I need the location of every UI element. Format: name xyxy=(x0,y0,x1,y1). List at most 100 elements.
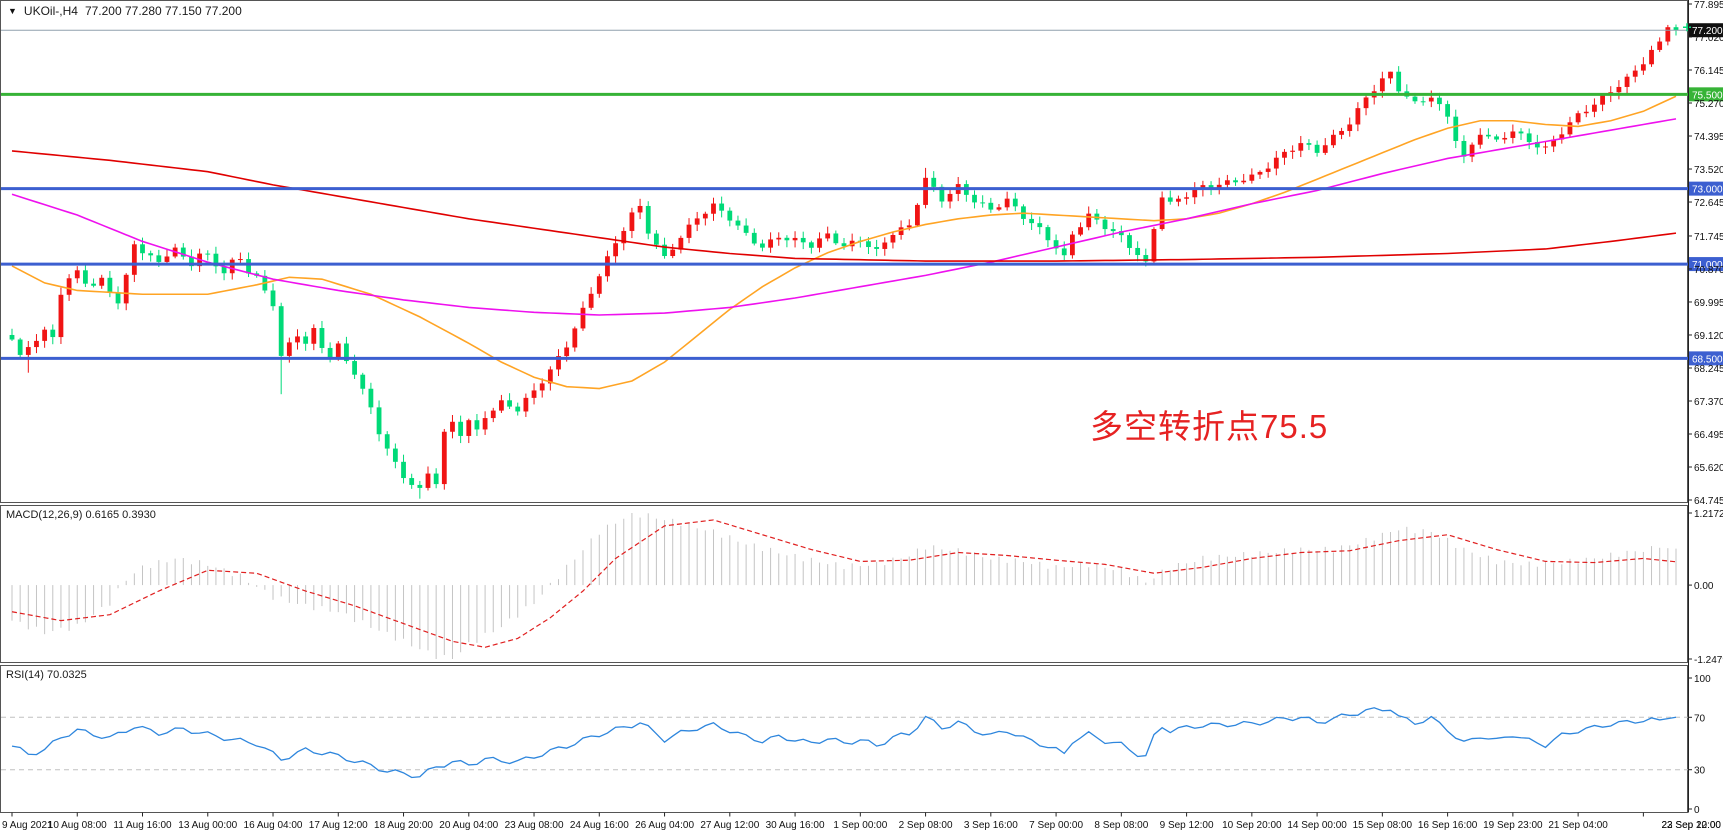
candle-body xyxy=(662,244,667,257)
time-tick-label: 1 Sep 00:00 xyxy=(833,820,887,831)
candle-body xyxy=(131,244,137,275)
rsi-panel-border xyxy=(0,665,1688,813)
candle-body xyxy=(931,177,937,187)
candle-body xyxy=(539,383,545,391)
time-tick-label: 27 Aug 12:00 xyxy=(700,820,759,831)
price-level-badge xyxy=(1689,351,1723,366)
macd-histogram-layer xyxy=(11,513,1677,659)
candle-body xyxy=(866,241,871,248)
candle-body xyxy=(1477,134,1483,145)
candle-body xyxy=(768,239,773,248)
candle-body xyxy=(1241,180,1247,183)
price-tick-label: 66.495 xyxy=(1694,430,1723,441)
candle-body xyxy=(523,397,529,412)
candle-body xyxy=(1322,145,1328,153)
candle-body xyxy=(1445,104,1451,117)
time-tick-label: 22 Sep 12:00 xyxy=(1662,820,1722,831)
candle-body xyxy=(1290,150,1296,152)
price-tick-label: 72.645 xyxy=(1694,198,1723,209)
candle-body xyxy=(1657,41,1663,50)
time-tick-label: 9 Sep 12:00 xyxy=(1160,820,1214,831)
candle-body xyxy=(441,431,447,485)
chart-annotation-text: 多空转折点75.5 xyxy=(1090,408,1329,445)
candle-body xyxy=(743,225,749,233)
candle-body xyxy=(637,205,643,213)
candle-body xyxy=(825,233,831,239)
time-tick-label: 7 Sep 00:00 xyxy=(1029,820,1083,831)
candle-body xyxy=(1257,171,1263,175)
macd-tick-label: -1.2479 xyxy=(1694,655,1723,666)
candle-body xyxy=(841,243,847,247)
candle-body xyxy=(1461,140,1467,157)
candle-body xyxy=(91,283,96,286)
candle-body xyxy=(1469,144,1475,157)
candle-body xyxy=(156,255,162,262)
price-level-badge xyxy=(1689,23,1723,38)
candle-body xyxy=(1061,248,1067,256)
candle-body xyxy=(180,247,186,257)
candle-body xyxy=(148,253,154,256)
candle-body xyxy=(1518,131,1524,134)
rsi-name: RSI(14) xyxy=(6,669,44,681)
price-tick-label: 67.370 xyxy=(1694,397,1723,408)
price-level-badge xyxy=(1689,257,1723,272)
candle-body xyxy=(425,473,431,488)
price-tick-label: 77.895 xyxy=(1694,0,1723,11)
candle-body xyxy=(939,186,945,202)
rsi-line xyxy=(11,707,1677,779)
candle-body xyxy=(1526,133,1532,143)
price-level-badge xyxy=(1689,181,1723,196)
time-tick-label: 18 Aug 20:00 xyxy=(374,820,433,831)
candle-body xyxy=(580,307,586,329)
symbol-quote: 77.200 77.280 77.150 77.200 xyxy=(84,4,242,18)
candle-body xyxy=(368,388,374,408)
candle-body xyxy=(817,238,822,248)
candle-body xyxy=(898,227,904,236)
candle-body xyxy=(711,203,716,214)
candle-body xyxy=(352,361,357,375)
candle-body xyxy=(17,339,23,355)
time-tick-label: 10 Sep 20:00 xyxy=(1222,820,1282,831)
candle-body xyxy=(1600,94,1605,105)
candle-body xyxy=(490,410,496,419)
candle-body xyxy=(1143,255,1149,262)
candle-body xyxy=(1543,146,1548,148)
candle-body xyxy=(1224,180,1230,185)
current-price-marker xyxy=(1683,23,1691,32)
candle-body xyxy=(1045,227,1051,241)
candle-body xyxy=(719,203,725,211)
candle-body xyxy=(401,461,406,479)
time-tick-label: 14 Sep 00:00 xyxy=(1287,820,1347,831)
candle-body xyxy=(1086,213,1092,228)
candle-body xyxy=(270,290,276,307)
rsi-indicator-label: RSI(14) 70.0325 xyxy=(6,669,87,681)
candle-body xyxy=(360,374,366,389)
candle-body xyxy=(278,306,284,356)
candle-body xyxy=(1420,101,1426,103)
symbol-dropdown-icon[interactable]: ▼ xyxy=(8,5,17,16)
candle-body xyxy=(727,210,733,221)
candle-body xyxy=(1069,234,1075,256)
candle-body xyxy=(123,274,129,304)
time-tick-label: 21 Sep 04:00 xyxy=(1548,820,1608,831)
candle-body xyxy=(792,237,798,241)
candle-body xyxy=(58,294,64,338)
candle-body xyxy=(1453,116,1459,141)
candle-body xyxy=(1118,231,1124,236)
candle-body xyxy=(653,233,659,245)
time-tick-label: 30 Aug 16:00 xyxy=(766,820,825,831)
candle-body xyxy=(1282,151,1287,158)
candle-body xyxy=(947,193,953,202)
candle-body xyxy=(1037,223,1043,228)
macd-signal-line xyxy=(11,519,1677,648)
candle-body xyxy=(1347,124,1353,131)
price-tick-label: 74.395 xyxy=(1694,132,1723,143)
rsi-tick-label: 30 xyxy=(1694,766,1706,777)
candle-body xyxy=(808,242,814,248)
price-tick-label: 73.520 xyxy=(1694,165,1723,176)
candle-body xyxy=(923,177,928,205)
candle-body xyxy=(42,329,48,341)
price-level-badge xyxy=(1689,87,1723,102)
candle-body xyxy=(1665,27,1671,42)
